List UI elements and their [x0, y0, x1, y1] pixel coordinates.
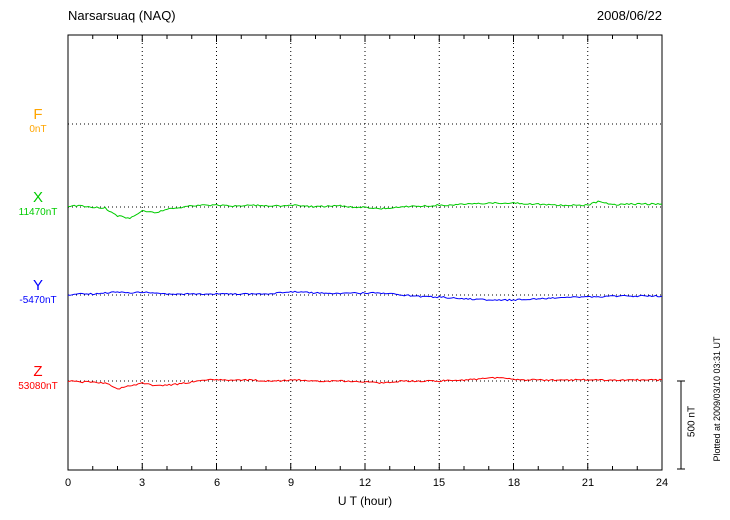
x-tick-label: 6: [213, 477, 221, 489]
series-name-x: X: [32, 189, 43, 206]
plot-frame: [67, 34, 663, 471]
series-name-f: F: [33, 106, 43, 123]
page-title: Narsarsuaq (NAQ): [68, 8, 176, 23]
x-tick-label: 3: [138, 477, 146, 489]
plot-date: 2008/06/22: [596, 8, 662, 23]
series-label-y: Y -5470nT: [8, 278, 68, 306]
x-tick-label: 21: [581, 477, 595, 489]
x-axis-label: U T (hour): [337, 494, 393, 508]
x-tick-label: 12: [358, 477, 372, 489]
trace-y: [67, 290, 663, 302]
series-baseline-f: 0nT: [29, 124, 47, 135]
series-label-f: F 0nT: [8, 107, 68, 135]
x-tick-label: 9: [287, 477, 295, 489]
x-tick-label: 18: [507, 477, 521, 489]
series-label-z: Z 53080nT: [8, 364, 68, 392]
series-baseline-y: -5470nT: [19, 295, 57, 306]
series-baseline-x: 11470nT: [18, 207, 58, 218]
series-name-y: Y: [32, 277, 43, 294]
scale-bar-label: 500 nT: [686, 405, 698, 438]
series-baseline-z: 53080nT: [18, 381, 58, 392]
series-name-z: Z: [33, 363, 43, 380]
series-label-x: X 11470nT: [8, 190, 68, 218]
trace-x: [67, 200, 663, 220]
trace-z: [67, 376, 663, 390]
x-tick-label: 15: [432, 477, 446, 489]
plotted-at-note: Plotted at 2009/03/10 03:31 UT: [712, 336, 722, 462]
x-tick-label: 24: [655, 477, 669, 489]
x-tick-label: 0: [64, 477, 72, 489]
